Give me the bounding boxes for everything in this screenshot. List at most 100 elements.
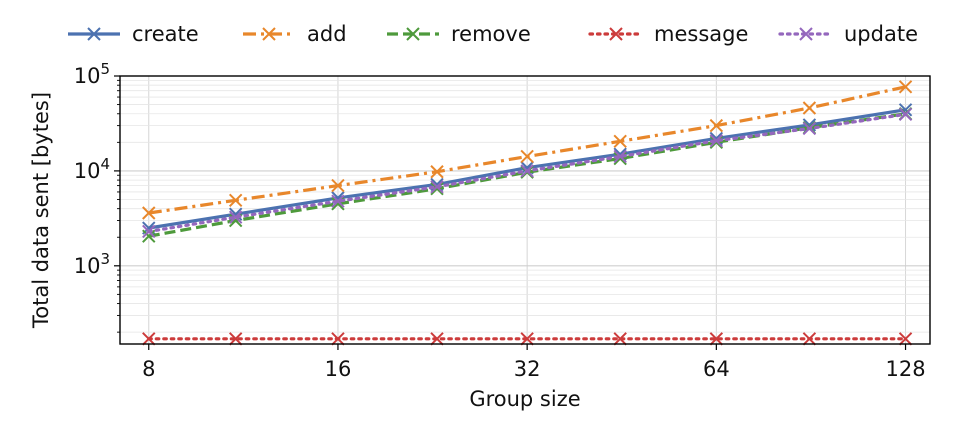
marker-stroke — [331, 332, 345, 346]
marker-stroke — [609, 27, 623, 41]
legend-label: remove — [451, 22, 531, 46]
marker-stroke — [898, 80, 913, 94]
series-line — [148, 112, 906, 238]
series-message — [142, 332, 913, 346]
x-tick-label: 128 — [885, 357, 925, 381]
marker-stroke — [142, 332, 156, 346]
marker-stroke — [898, 107, 913, 121]
data-point — [228, 193, 243, 208]
legend-entry: add — [243, 22, 347, 46]
data-point — [802, 101, 817, 115]
y-axis-label: Total data sent [bytes] — [29, 92, 53, 329]
marker-stroke — [802, 121, 817, 136]
data-point — [898, 332, 913, 346]
data-point — [613, 149, 627, 164]
data-point — [228, 332, 243, 346]
marker-stroke — [430, 332, 444, 346]
grid — [120, 75, 930, 344]
marker-stroke — [430, 181, 444, 196]
marker-stroke — [430, 180, 444, 194]
marker-stroke — [709, 135, 724, 150]
data-point — [520, 164, 534, 178]
marker-stroke — [709, 134, 724, 148]
legend-label: add — [307, 22, 347, 46]
marker-stroke — [520, 149, 534, 164]
marker-stroke — [142, 206, 156, 220]
data-point — [709, 118, 724, 133]
plot-frame — [119, 75, 931, 345]
marker-stroke — [228, 193, 243, 208]
data-point — [709, 134, 724, 148]
data-point — [898, 107, 913, 121]
marker-stroke — [228, 210, 243, 224]
data-point — [520, 332, 534, 346]
marker-stroke — [87, 27, 101, 41]
legend-entry: message — [588, 22, 748, 46]
data-point — [709, 135, 724, 150]
data-point — [709, 332, 724, 346]
legend-label: create — [132, 22, 199, 46]
x-axis-label: Group size — [469, 387, 580, 411]
data-point — [898, 80, 913, 94]
data-point — [613, 332, 627, 346]
marker-stroke — [613, 134, 627, 149]
marker-stroke — [613, 149, 627, 164]
data-point — [228, 210, 243, 224]
y-tick-label: 103 — [74, 250, 110, 278]
legend-marker — [87, 27, 101, 41]
legend-marker — [609, 27, 623, 41]
marker-stroke — [406, 27, 420, 41]
marker-stroke — [430, 165, 444, 179]
marker-stroke — [520, 161, 534, 175]
marker-stroke — [520, 332, 534, 346]
marker-stroke — [709, 118, 724, 133]
x-tick-label: 8 — [142, 357, 155, 381]
legend-marker — [406, 27, 420, 41]
series-add — [142, 80, 913, 220]
marker-stroke — [802, 332, 817, 346]
legend-entry: update — [778, 22, 918, 46]
data-point — [430, 180, 444, 194]
legend-entry: remove — [387, 22, 531, 46]
data-point — [802, 121, 817, 136]
marker-stroke — [228, 332, 243, 346]
axes: 8 16 32 64 128 103 104 105 — [74, 60, 926, 381]
legend-entry: create — [68, 22, 199, 46]
marker-stroke — [262, 27, 276, 41]
data-point — [430, 181, 444, 196]
marker-stroke — [331, 178, 345, 193]
legend: create add remove message update — [68, 22, 918, 46]
data-point — [331, 332, 345, 346]
x-tick-label: 32 — [514, 357, 541, 381]
legend-marker — [799, 27, 813, 41]
legend-label: message — [654, 22, 748, 46]
data-point — [142, 229, 156, 243]
data-point — [802, 332, 817, 346]
series-lines — [142, 80, 913, 346]
y-tick-label: 105 — [74, 60, 110, 88]
data-point — [142, 332, 156, 346]
marker-stroke — [142, 224, 156, 239]
x-tick-label: 64 — [703, 357, 730, 381]
data-point — [142, 206, 156, 220]
data-point — [520, 149, 534, 164]
data-point — [430, 332, 444, 346]
marker-stroke — [799, 27, 813, 41]
y-tick-label: 104 — [74, 155, 110, 183]
marker-stroke — [709, 332, 724, 346]
marker-stroke — [613, 332, 627, 346]
data-point — [331, 178, 345, 193]
marker-stroke — [898, 332, 913, 346]
legend-marker — [262, 27, 276, 41]
series-update — [142, 107, 913, 239]
x-tick-label: 16 — [325, 357, 352, 381]
data-point — [430, 165, 444, 179]
data-point — [613, 134, 627, 149]
marker-stroke — [331, 194, 345, 208]
marker-stroke — [802, 101, 817, 115]
marker-stroke — [520, 164, 534, 178]
data-point — [142, 224, 156, 239]
data-point — [331, 194, 345, 208]
legend-label: update — [844, 22, 918, 46]
